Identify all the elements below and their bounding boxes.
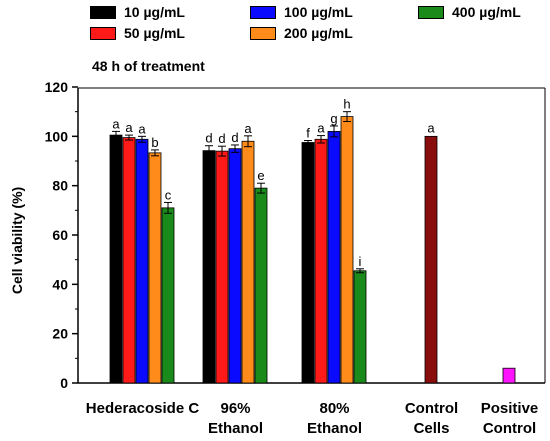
bar-significance-letter: d [231,130,238,145]
bar [241,140,255,384]
bar [228,148,242,384]
x-category-label: Hederacoside C [86,400,200,417]
legend-label: 100 µg/mL [284,4,353,20]
y-tick-label: 120 [45,79,69,95]
bar-significance-letter: g [330,111,337,126]
bar-significance-letter: a [138,121,146,136]
legend-swatch [90,5,116,19]
legend-item: 100 µg/mL [250,3,353,21]
axes: 0 20 40 60 80 100 120 Cell viability (%) Hederac… [9,79,546,437]
bar-significance-letter: d [218,131,225,146]
bar [161,207,175,384]
x-category-label: Cells [414,420,450,437]
treatment-annotation: 48 h of treatment [92,58,205,74]
y-tick-label: 20 [52,326,68,342]
bar-significance-letter: a [427,120,435,135]
legend: 10 µg/mL 50 µg/mL 100 µg/mL 200 µg/mL 40… [0,0,550,50]
bar [109,134,123,384]
legend-item: 50 µg/mL [90,24,185,42]
bar-significance-letter: f [306,126,310,141]
bar [353,270,367,384]
bar [215,150,229,384]
legend-swatch [250,5,276,19]
bar-significance-letter: d [205,131,212,146]
bar-significance-letter: a [112,116,120,131]
legend-item: 400 µg/mL [418,3,521,21]
y-tick-label: 0 [60,375,68,391]
y-tick-label: 40 [52,276,68,292]
bar [122,137,136,384]
bar-significance-letter: e [257,168,264,183]
bar-significance-letter: i [359,254,362,269]
bar [340,116,354,384]
bar [148,152,162,384]
bar [314,138,328,384]
bar-significance-letter: a [125,120,133,135]
legend-swatch [90,26,116,40]
bar [327,130,341,384]
legend-label: 200 µg/mL [284,25,353,41]
legend-label: 400 µg/mL [452,4,521,20]
y-tick-label: 100 [45,128,69,144]
bar-significance-letter: b [151,135,158,150]
bar [254,187,268,384]
legend-swatch [418,5,444,19]
bar [424,135,438,384]
legend-item: 10 µg/mL [90,3,185,21]
x-category-label: 80% [319,400,349,417]
legend-swatch [250,26,276,40]
x-category-label: 96% [220,400,250,417]
x-category-label: Ethanol [208,420,263,437]
bar [502,367,516,384]
bar [202,150,216,384]
bar-significance-letter: h [343,97,350,112]
y-axis-label: Cell viability (%) [9,187,25,294]
bar-significance-letter: a [244,121,252,136]
legend-label: 10 µg/mL [124,4,185,20]
y-tick-label: 80 [52,178,68,194]
bar [301,142,315,384]
x-category-label: Control [405,400,458,417]
bar [135,138,149,384]
y-tick-label: 60 [52,227,68,243]
bar-significance-letter: a [317,121,325,136]
legend-item: 200 µg/mL [250,24,353,42]
legend-label: 50 µg/mL [124,25,185,41]
bar-significance-letter: c [165,187,172,202]
x-category-label: Positive [481,400,539,417]
x-category-label: Ethanol [307,420,362,437]
x-category-label: Control [483,420,536,437]
